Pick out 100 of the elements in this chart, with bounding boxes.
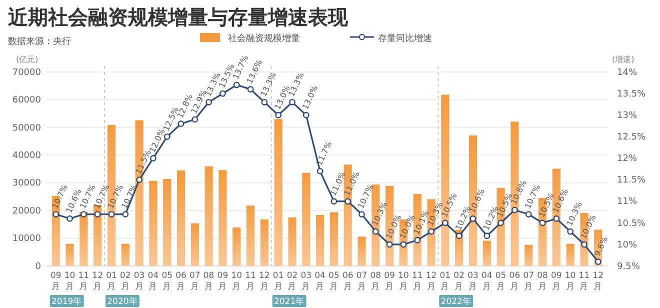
x-tick-label: 04月: [314, 271, 326, 292]
y2-tick-label: 12.5%: [617, 132, 646, 143]
point: [66, 215, 73, 222]
bar: [260, 219, 268, 266]
point: [192, 116, 198, 123]
bar: [482, 240, 491, 266]
x-tick-label: 06月: [509, 271, 520, 292]
bar: [204, 166, 213, 266]
bar: [358, 236, 366, 266]
bar: [524, 244, 533, 266]
point: [594, 258, 602, 265]
bar: [66, 244, 74, 266]
x-tick-label: 10月: [564, 271, 576, 292]
y-tick-label: 0: [35, 262, 42, 272]
y2-axis-title: (增速): [612, 55, 634, 64]
y-tick-label: 60000: [12, 96, 42, 106]
x-tick-label: 09月: [384, 271, 395, 292]
point: [539, 220, 546, 226]
x-tick-label: 07月: [356, 271, 368, 292]
x-tick-label: 12月: [426, 271, 437, 292]
x-tick-label: 10月: [398, 271, 409, 292]
y2-tick-label: 10%: [617, 240, 638, 250]
source-note: 数据来源：央行: [8, 36, 71, 47]
x-tick-label: 07月: [190, 271, 200, 292]
x-tick-label: 11月: [78, 271, 90, 292]
point: [344, 198, 352, 205]
point: [289, 98, 296, 106]
x-tick-label: 09月: [551, 271, 562, 292]
chart-title: 近期社会融资规模增量与存量增速表现: [7, 5, 349, 29]
x-tick-label: 02月: [120, 271, 131, 292]
point: [484, 232, 490, 240]
legend-label: 存量同比增速: [378, 33, 432, 44]
bar: [190, 223, 199, 266]
bar: [149, 180, 158, 266]
point: [414, 236, 421, 244]
point: [400, 241, 407, 248]
y2-tick-label: 10.5%: [617, 218, 646, 229]
y-axis-title: (亿元): [16, 55, 38, 64]
y2-tick-label: 13%: [617, 110, 638, 121]
x-tick-label: 02月: [286, 271, 298, 292]
x-tick-label: 03月: [134, 271, 145, 292]
y-tick-label: 10000: [12, 234, 42, 244]
y2-tick-label: 12%: [617, 154, 638, 164]
bar: [316, 215, 324, 266]
point: [247, 86, 254, 92]
point: [512, 206, 518, 214]
bar: [163, 178, 172, 266]
point: [358, 211, 365, 218]
y-tick-label: 70000: [12, 68, 42, 78]
bar: [274, 119, 282, 266]
bar: [246, 206, 255, 266]
y-tick-label: 30000: [12, 178, 42, 189]
point: [553, 215, 560, 222]
bar: [176, 170, 186, 266]
point: [498, 220, 504, 226]
point: [302, 112, 310, 118]
y2-tick-label: 11%: [617, 197, 638, 208]
x-tick-label: 04月: [148, 271, 159, 292]
x-tick-label: 01月: [440, 271, 451, 292]
x-tick-label: 10月: [231, 271, 242, 292]
x-tick-label: 07月: [523, 271, 534, 292]
y2-tick-label: 11.5%: [617, 176, 646, 186]
y-tick-label: 50000: [12, 123, 42, 134]
point: [150, 155, 156, 162]
x-tick-label: 09月: [217, 271, 228, 292]
point: [108, 211, 115, 218]
x-tick-label: 08月: [370, 271, 382, 292]
x-tick-label: 12月: [592, 271, 604, 292]
x-tick-label: 01月: [106, 271, 117, 292]
bar: [566, 244, 574, 266]
x-tick-label: 08月: [203, 271, 214, 292]
x-tick-label: 10月: [64, 271, 76, 292]
bar: [302, 172, 310, 266]
bar: [121, 244, 130, 266]
point: [581, 241, 588, 248]
x-tick-label: 08月: [537, 271, 548, 292]
x-tick-label: 03月: [468, 271, 478, 292]
x-tick-label: 12月: [92, 271, 103, 292]
x-tick-label: 03月: [300, 271, 312, 292]
point: [456, 232, 462, 240]
point: [428, 228, 434, 235]
bar: [80, 212, 88, 266]
x-tick-label: 06月: [342, 271, 354, 292]
x-tick-label: 04月: [481, 271, 492, 292]
point: [386, 241, 393, 248]
bar: [232, 227, 241, 266]
point: [330, 198, 338, 205]
x-tick-label: 06月: [176, 271, 186, 292]
x-tick-label: 09月: [50, 271, 62, 292]
point: [525, 211, 532, 218]
y2-tick-label: 9.5%: [617, 262, 640, 272]
point: [80, 211, 87, 218]
y-tick-label: 20000: [12, 206, 42, 216]
y2-tick-label: 14%: [617, 68, 638, 78]
point: [52, 211, 60, 218]
x-tick-label: 11月: [412, 271, 423, 292]
bar: [218, 170, 227, 266]
point: [136, 176, 142, 183]
point: [122, 211, 129, 218]
legend-label: 社会融资规模增量: [228, 33, 300, 44]
